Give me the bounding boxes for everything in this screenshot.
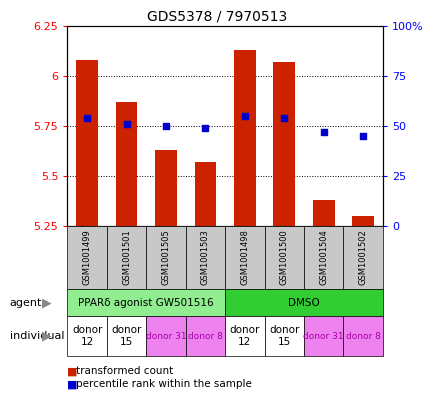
Text: GSM1001500: GSM1001500	[279, 230, 288, 285]
Text: GDS5378 / 7970513: GDS5378 / 7970513	[147, 10, 287, 24]
Bar	[185, 226, 225, 289]
Text: donor
12: donor 12	[229, 325, 260, 347]
Text: donor 31: donor 31	[302, 332, 343, 340]
Point	[241, 113, 248, 119]
Text: percentile rank within the sample: percentile rank within the sample	[76, 379, 251, 389]
Bar	[107, 316, 146, 356]
Bar	[146, 226, 185, 289]
Text: ▶: ▶	[42, 296, 52, 309]
Text: DMSO: DMSO	[287, 298, 319, 308]
Text: ■: ■	[67, 366, 78, 376]
Text: donor 8: donor 8	[187, 332, 222, 340]
Point	[162, 123, 169, 129]
Text: donor
12: donor 12	[72, 325, 102, 347]
Text: donor
15: donor 15	[269, 325, 299, 347]
Text: GSM1001499: GSM1001499	[82, 230, 92, 285]
Bar	[225, 289, 382, 316]
Bar	[303, 226, 342, 289]
Bar	[273, 62, 294, 226]
Point	[123, 121, 130, 127]
Text: GSM1001498: GSM1001498	[240, 230, 249, 285]
Text: donor
15: donor 15	[111, 325, 141, 347]
Point	[83, 115, 90, 121]
Point	[359, 132, 366, 139]
Text: transformed count: transformed count	[76, 366, 173, 376]
Bar	[312, 200, 334, 226]
Bar	[264, 226, 303, 289]
Bar	[146, 316, 185, 356]
Bar	[352, 216, 373, 226]
Bar	[67, 289, 225, 316]
Text: GSM1001501: GSM1001501	[122, 230, 131, 285]
Bar	[76, 60, 98, 226]
Bar	[233, 50, 255, 226]
Text: donor 31: donor 31	[145, 332, 186, 340]
Bar	[185, 316, 225, 356]
Text: GSM1001503: GSM1001503	[201, 230, 210, 285]
Text: ■: ■	[67, 379, 78, 389]
Text: donor 8: donor 8	[345, 332, 380, 340]
Bar	[225, 316, 264, 356]
Text: GSM1001504: GSM1001504	[319, 230, 327, 285]
Text: agent: agent	[10, 298, 42, 308]
Bar	[225, 226, 264, 289]
Bar	[107, 226, 146, 289]
Bar	[303, 316, 342, 356]
Text: PPARδ agonist GW501516: PPARδ agonist GW501516	[78, 298, 214, 308]
Text: GSM1001505: GSM1001505	[161, 230, 170, 285]
Bar	[155, 150, 176, 226]
Bar	[342, 316, 382, 356]
Bar	[67, 226, 107, 289]
Bar	[264, 316, 303, 356]
Bar	[342, 226, 382, 289]
Text: ▶: ▶	[42, 329, 52, 343]
Bar	[115, 102, 137, 226]
Text: individual: individual	[10, 331, 64, 341]
Point	[280, 115, 287, 121]
Point	[201, 125, 208, 131]
Point	[319, 129, 326, 135]
Text: GSM1001502: GSM1001502	[358, 230, 367, 285]
Bar	[67, 316, 107, 356]
Bar	[194, 162, 216, 226]
